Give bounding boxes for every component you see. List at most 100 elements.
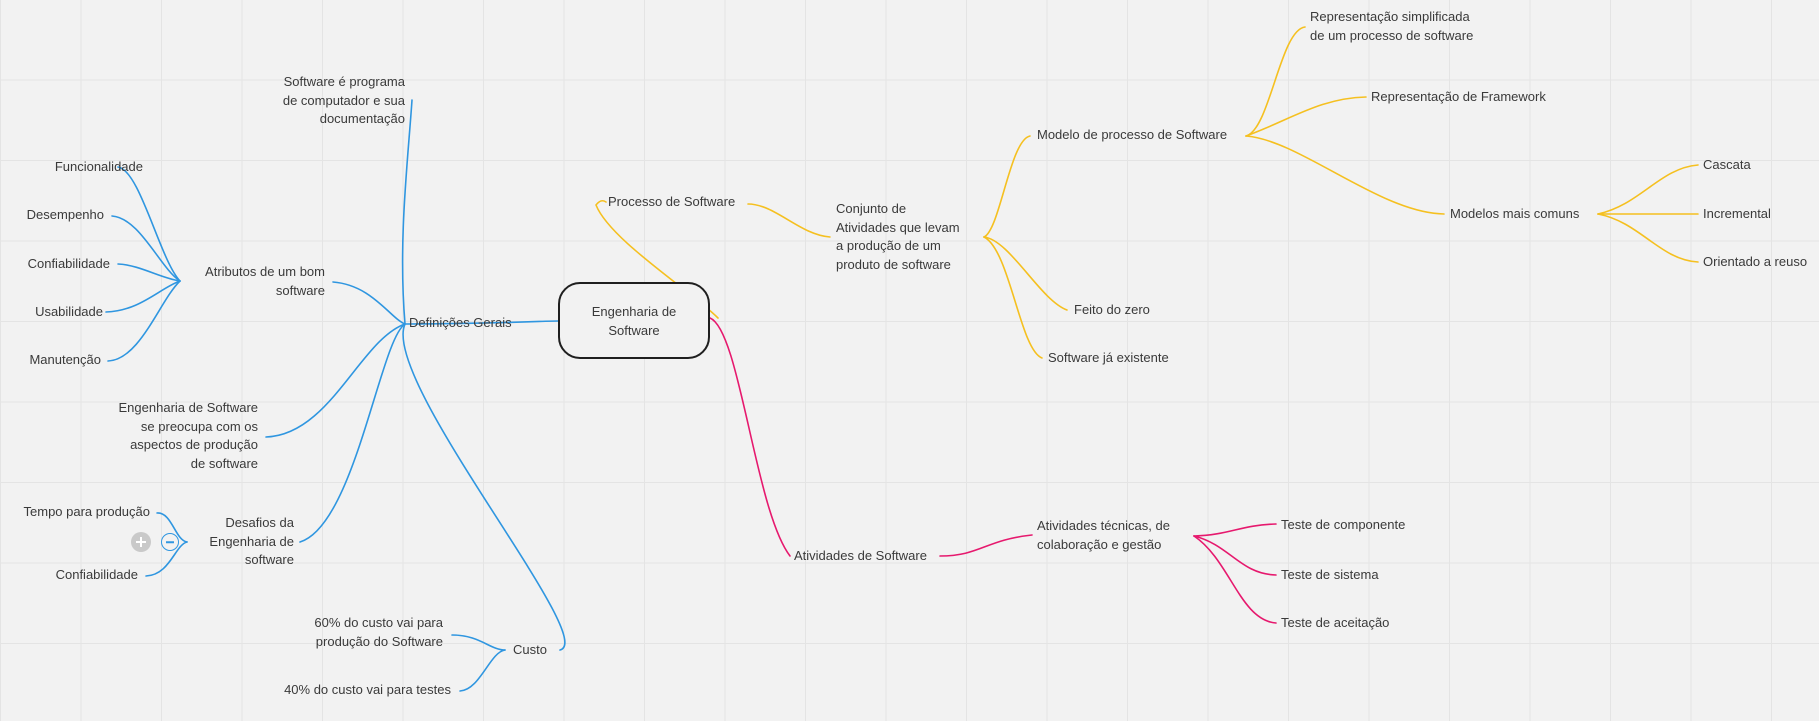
node-label-line: Definições Gerais — [409, 315, 512, 330]
node-label-line: Atividades que levam — [836, 219, 960, 235]
node-cascata[interactable]: Cascata — [1703, 156, 1751, 175]
node-label-line: 60% do custo vai para — [314, 615, 443, 630]
node-processo-de-software[interactable]: Processo de Software — [608, 193, 735, 212]
node-label-line: aspectos de produção — [130, 437, 258, 452]
connector-line — [107, 280, 181, 362]
node-label-line: de um processo de software — [1310, 27, 1474, 43]
node-representacao-simplificada[interactable]: Representação simplificada de um processo… — [1310, 8, 1473, 45]
node-label-line: Representação simplificada — [1310, 9, 1470, 24]
node-label-line: Confiabilidade — [55, 567, 138, 582]
node-label-line: Feito do zero — [1074, 302, 1150, 317]
node-custo-60[interactable]: 60% do custo vai para produção do Softwar… — [314, 614, 443, 651]
connector-line — [145, 541, 188, 577]
node-label-line: Atividades de Software — [794, 548, 927, 563]
connector-line — [1597, 213, 1699, 263]
connector-line — [1245, 135, 1445, 215]
node-software-ja-existente[interactable]: Software já existente — [1048, 349, 1169, 368]
node-label-line: Desafios da — [225, 515, 294, 530]
node-label-line: documentação — [319, 111, 405, 126]
connector-line — [404, 320, 559, 325]
node-label-line: Modelo de processo de Software — [1037, 127, 1228, 142]
connector-line — [983, 135, 1031, 238]
node-label-line: Atividades técnicas, de — [1037, 518, 1170, 533]
node-engenharia-se-preocupa[interactable]: Engenharia de Software se preocupa com os… — [119, 399, 258, 473]
node-label-line: Teste de sistema — [1281, 567, 1379, 582]
node-label-line: Tempo para produção — [23, 504, 150, 519]
node-confiabilidade-atributo[interactable]: Confiabilidade — [28, 255, 110, 274]
node-incremental[interactable]: Incremental — [1703, 205, 1771, 224]
node-label-line: software — [244, 552, 294, 567]
node-label-line: Modelos mais comuns — [1450, 206, 1580, 221]
node-modelos-mais-comuns[interactable]: Modelos mais comuns — [1450, 205, 1579, 224]
connector-line — [983, 236, 1068, 311]
node-tempo-para-producao[interactable]: Tempo para produção — [24, 503, 150, 522]
node-label-line: Engenharia de — [209, 533, 294, 549]
connector-line — [1193, 535, 1277, 624]
connector-line — [459, 649, 506, 692]
connector-line — [332, 281, 406, 325]
node-label-line: Cascata — [1703, 157, 1751, 172]
node-teste-de-aceitacao[interactable]: Teste de aceitação — [1281, 614, 1389, 633]
collapse-branch-minus-icon[interactable] — [161, 533, 179, 551]
node-label-line: Usabilidade — [35, 304, 103, 319]
node-desafios-engenharia[interactable]: Desafios da Engenharia de software — [209, 514, 294, 570]
node-label-line: se preocupa com os — [140, 418, 258, 434]
node-label-line: Custo — [513, 642, 547, 657]
node-definicoes-gerais[interactable]: Definições Gerais — [409, 314, 512, 333]
node-desempenho[interactable]: Desempenho — [27, 206, 104, 225]
node-label-line: Teste de componente — [1281, 517, 1406, 532]
connector-line — [1193, 535, 1277, 576]
add-node-plus-icon[interactable] — [131, 532, 151, 552]
node-custo[interactable]: Custo — [513, 641, 547, 660]
node-label-line: Incremental — [1703, 206, 1771, 221]
connector-line — [105, 280, 181, 313]
node-representacao-framework[interactable]: Representação de Framework — [1371, 88, 1546, 107]
connector-line — [156, 512, 188, 543]
node-usabilidade[interactable]: Usabilidade — [35, 303, 103, 322]
node-label-line: de software — [190, 455, 258, 471]
connector-line — [111, 215, 181, 282]
node-atividades-tecnicas[interactable]: Atividades técnicas, de colaboração e ges… — [1037, 517, 1170, 554]
node-label-line: Atributos de um bom — [205, 264, 325, 279]
node-label-line: Software já existente — [1048, 350, 1169, 365]
node-atributos-bom-software[interactable]: Atributos de um bom software — [205, 263, 325, 300]
node-label-line: Desempenho — [26, 207, 104, 222]
node-label-line: 40% do custo vai para testes — [284, 682, 451, 697]
connector-line — [401, 99, 413, 325]
node-label-line: colaboração e gestão — [1037, 536, 1162, 552]
connector-line — [709, 317, 791, 557]
node-label-line: a produção de um — [836, 238, 941, 253]
node-label-line: Conjunto de — [836, 201, 907, 216]
node-label-line: software — [275, 282, 325, 298]
node-teste-de-sistema[interactable]: Teste de sistema — [1281, 566, 1379, 585]
node-custo-40[interactable]: 40% do custo vai para testes — [284, 681, 451, 700]
node-label-line: Engenharia de Software — [118, 400, 258, 415]
node-label-line: Manutenção — [29, 352, 101, 367]
node-label-line: Orientado a reuso — [1703, 254, 1808, 269]
node-funcionalidade[interactable]: Funcionalidade — [55, 158, 143, 177]
node-label-line: Processo de Software — [608, 194, 736, 209]
node-conjunto-de-atividades[interactable]: Conjunto de Atividades que levam a produçã… — [836, 200, 960, 274]
node-orientado-a-reuso[interactable]: Orientado a reuso — [1703, 253, 1807, 272]
node-label-line: Teste de aceitação — [1281, 615, 1390, 630]
node-atividades-de-software[interactable]: Atividades de Software — [794, 547, 927, 566]
node-manutencao[interactable]: Manutenção — [29, 351, 101, 370]
root-node-text: Engenharia de Software — [592, 302, 677, 340]
root-label-line: Engenharia de — [591, 303, 677, 319]
node-teste-de-componente[interactable]: Teste de componente — [1281, 516, 1405, 535]
node-confiabilidade-desafio[interactable]: Confiabilidade — [56, 566, 138, 585]
connector-line — [1597, 164, 1699, 215]
connector-line — [265, 323, 406, 438]
root-node-engenharia-de-software[interactable]: Engenharia de Software — [558, 282, 710, 359]
connector-line — [1245, 96, 1367, 137]
node-feito-do-zero[interactable]: Feito do zero — [1074, 301, 1150, 320]
connector-line — [451, 634, 506, 651]
node-modelo-de-processo[interactable]: Modelo de processo de Software — [1037, 126, 1227, 145]
node-software-e-programa[interactable]: Software é programa de computador e sua do… — [283, 73, 405, 129]
connector-line — [747, 203, 831, 238]
node-label-line: produção do Software — [315, 633, 443, 649]
connector-line — [117, 166, 181, 282]
node-label-line: produto de software — [836, 256, 951, 272]
